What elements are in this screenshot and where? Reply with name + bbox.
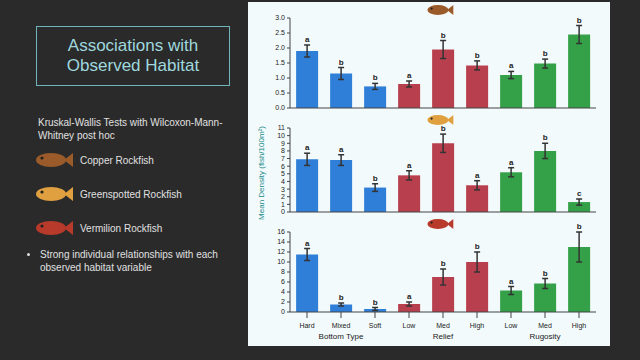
svg-text:0.5: 0.5 bbox=[275, 89, 285, 96]
svg-text:a: a bbox=[509, 61, 514, 70]
svg-text:8: 8 bbox=[281, 268, 285, 275]
svg-text:Soft: Soft bbox=[369, 322, 382, 329]
svg-text:b: b bbox=[339, 58, 344, 67]
svg-text:Low: Low bbox=[403, 322, 417, 329]
svg-text:c: c bbox=[577, 189, 582, 198]
svg-text:Hard: Hard bbox=[299, 322, 314, 329]
svg-text:b: b bbox=[577, 222, 582, 231]
svg-text:Med: Med bbox=[538, 322, 552, 329]
svg-text:2: 2 bbox=[281, 193, 285, 200]
svg-text:Bottom Type: Bottom Type bbox=[319, 332, 364, 341]
svg-text:10: 10 bbox=[277, 258, 285, 265]
svg-text:a: a bbox=[305, 143, 310, 152]
svg-text:a: a bbox=[407, 161, 412, 170]
svg-text:8: 8 bbox=[281, 147, 285, 154]
html-text:Mean Density (fish/100m²): Mean Density (fish/100m²) bbox=[257, 126, 266, 220]
svg-text:Low: Low bbox=[505, 322, 519, 329]
svg-text:b: b bbox=[441, 259, 446, 268]
svg-text:0: 0 bbox=[281, 208, 285, 215]
svg-text:a: a bbox=[339, 145, 344, 154]
svg-text:b: b bbox=[441, 124, 446, 133]
svg-text:1.0: 1.0 bbox=[275, 74, 285, 81]
svg-text:6: 6 bbox=[281, 163, 285, 170]
svg-text:a: a bbox=[305, 35, 310, 44]
svg-text:b: b bbox=[543, 133, 548, 142]
svg-text:4: 4 bbox=[281, 178, 285, 185]
svg-text:10: 10 bbox=[277, 132, 285, 139]
svg-text:Rugosity: Rugosity bbox=[529, 332, 560, 341]
html-text:Kruskal-Wallis Tests with Wilc: Kruskal-Wallis Tests with Wilcoxon-Mann-… bbox=[38, 117, 223, 141]
svg-text:0.0: 0.0 bbox=[275, 104, 285, 111]
svg-text:2: 2 bbox=[281, 298, 285, 305]
svg-text:2.0: 2.0 bbox=[275, 44, 285, 51]
svg-text:Mixed: Mixed bbox=[332, 322, 351, 329]
svg-text:Relief: Relief bbox=[433, 332, 454, 341]
svg-text:a: a bbox=[475, 171, 480, 180]
html-text:Vermilion Rockfish: Vermilion Rockfish bbox=[80, 222, 163, 234]
svg-text:14: 14 bbox=[277, 238, 285, 245]
svg-text:Med: Med bbox=[436, 322, 450, 329]
svg-text:3: 3 bbox=[281, 186, 285, 193]
svg-text:High: High bbox=[470, 322, 485, 330]
html-text:Copper Rockfish: Copper Rockfish bbox=[80, 154, 154, 166]
svg-text:3.0: 3.0 bbox=[275, 14, 285, 21]
html-text:Associations with Observed Hab: Associations with Observed Habitat bbox=[66, 36, 200, 75]
svg-text:2.5: 2.5 bbox=[275, 29, 285, 36]
svg-text:b: b bbox=[475, 51, 480, 60]
svg-text:1.5: 1.5 bbox=[275, 59, 285, 66]
svg-text:a: a bbox=[407, 292, 412, 301]
svg-text:b: b bbox=[373, 174, 378, 183]
svg-text:b: b bbox=[475, 242, 480, 251]
svg-text:1: 1 bbox=[281, 201, 285, 208]
svg-text:b: b bbox=[441, 31, 446, 40]
svg-text:9: 9 bbox=[281, 140, 285, 147]
svg-text:b: b bbox=[577, 16, 582, 25]
svg-text:16: 16 bbox=[277, 228, 285, 235]
svg-text:5: 5 bbox=[281, 170, 285, 177]
svg-text:7: 7 bbox=[281, 155, 285, 162]
svg-text:12: 12 bbox=[277, 248, 285, 255]
html-text:Greenspotted Rockfish: Greenspotted Rockfish bbox=[80, 188, 182, 200]
svg-text:b: b bbox=[543, 49, 548, 58]
svg-text:6: 6 bbox=[281, 278, 285, 285]
svg-text:a: a bbox=[407, 71, 412, 80]
svg-text:a: a bbox=[509, 158, 514, 167]
svg-text:b: b bbox=[339, 293, 344, 302]
svg-text:4: 4 bbox=[281, 288, 285, 295]
svg-text:a: a bbox=[509, 277, 514, 286]
svg-text:a: a bbox=[305, 239, 310, 248]
svg-text:b: b bbox=[373, 73, 378, 82]
html-text:Strong individual relationship: Strong individual relationships with eac… bbox=[40, 249, 218, 273]
svg-text:b: b bbox=[373, 298, 378, 307]
svg-text:0: 0 bbox=[281, 308, 285, 315]
svg-text:High: High bbox=[572, 322, 587, 330]
svg-text:11: 11 bbox=[278, 124, 285, 131]
svg-text:b: b bbox=[543, 269, 548, 278]
